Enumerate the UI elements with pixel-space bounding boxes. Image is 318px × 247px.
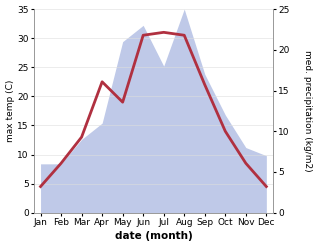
Y-axis label: med. precipitation (kg/m2): med. precipitation (kg/m2)	[303, 50, 313, 172]
X-axis label: date (month): date (month)	[114, 231, 192, 242]
Y-axis label: max temp (C): max temp (C)	[5, 80, 15, 142]
